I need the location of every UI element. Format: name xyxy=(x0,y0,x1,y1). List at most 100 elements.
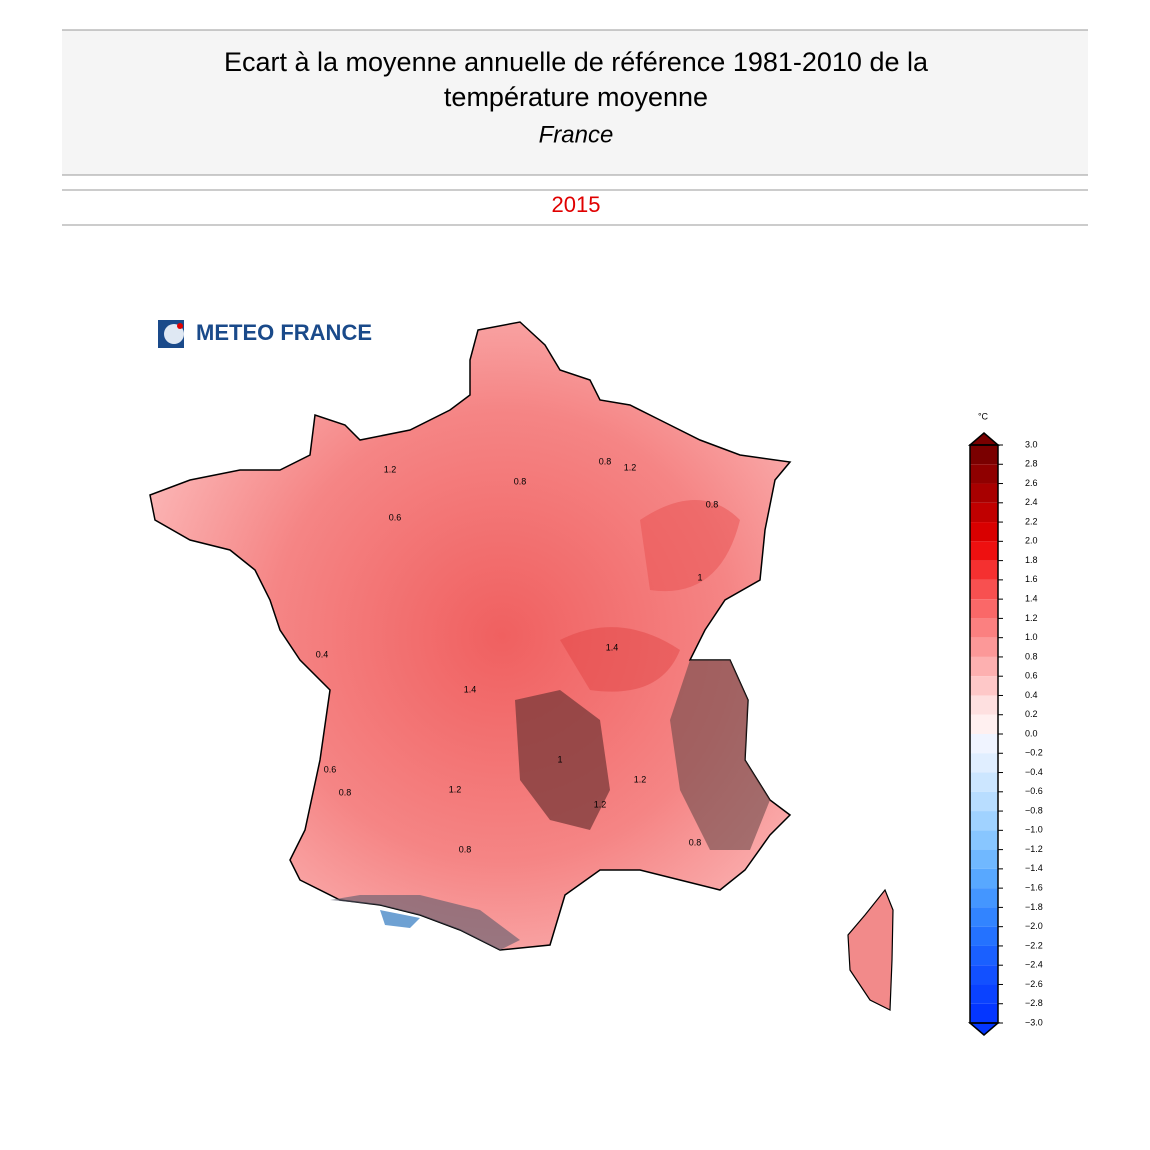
colorbar-segment xyxy=(970,753,998,773)
colorbar-tick-label: −0.4 xyxy=(1025,767,1043,777)
title: Ecart à la moyenne annuelle de référence… xyxy=(224,47,929,77)
colorbar-tick-label: 2.6 xyxy=(1025,478,1038,488)
colorbar-segment xyxy=(970,868,998,889)
colorbar-segment xyxy=(970,830,998,850)
contour-label: 0.6 xyxy=(389,512,402,522)
title: température moyenne xyxy=(444,82,708,112)
colorbar-unit: °C xyxy=(978,411,989,421)
colorbar-tick-label: −2.0 xyxy=(1025,921,1043,931)
colorbar-segment xyxy=(970,502,998,523)
colorbar-tick-label: 2.2 xyxy=(1025,516,1038,526)
france-mainland xyxy=(149,321,792,951)
colorbar-segment xyxy=(970,637,998,657)
colorbar-segment xyxy=(970,926,998,946)
colorbar-segment xyxy=(970,445,998,465)
warm-zone xyxy=(560,627,680,692)
colorbar-tick-label: −2.8 xyxy=(1025,998,1043,1008)
colorbar-segment xyxy=(970,599,998,619)
logo: METEO FRANCE xyxy=(158,320,372,348)
colorbar-segment xyxy=(970,541,998,561)
contour-label: 1.2 xyxy=(624,462,637,472)
colorbar-tick-label: −0.6 xyxy=(1025,786,1043,796)
colorbar-extend-bottom xyxy=(967,1022,1001,1036)
logo-icon xyxy=(164,324,184,344)
contour-label: 0.8 xyxy=(459,844,472,854)
year: 2015 xyxy=(552,192,601,217)
colorbar-tick-label: −2.2 xyxy=(1025,940,1043,950)
warm-zone xyxy=(640,500,740,592)
colorbar-segment xyxy=(970,579,998,600)
corsica xyxy=(847,888,894,1011)
colorbar-segment xyxy=(970,522,998,542)
colorbar-segment xyxy=(970,791,998,812)
relief-pyrenees xyxy=(330,895,520,950)
contour-label: 1.2 xyxy=(384,464,397,474)
contour-label: 1.4 xyxy=(606,642,619,652)
colorbar-tick-label: 0.2 xyxy=(1025,709,1038,719)
colorbar-tick-label: −2.4 xyxy=(1025,960,1043,970)
colorbar-tick-label: 2.8 xyxy=(1025,459,1038,469)
contour-label: 0.8 xyxy=(339,787,352,797)
contour-label: 0.8 xyxy=(689,837,702,847)
contour-label: 0.8 xyxy=(706,499,719,509)
colorbar-tick-label: 1.2 xyxy=(1025,613,1038,623)
colorbar-segment xyxy=(970,1003,998,1023)
contour-label: 1 xyxy=(697,572,702,582)
relief-alps xyxy=(670,660,770,850)
colorbar-tick-label: −0.8 xyxy=(1025,805,1043,815)
colorbar-tick-label: 2.0 xyxy=(1025,536,1038,546)
colorbar-segment xyxy=(970,772,998,792)
colorbar-tick-label: 3.0 xyxy=(1025,439,1038,449)
colorbar-segment xyxy=(970,483,998,503)
colorbar-segment xyxy=(970,984,998,1004)
colorbar: °C 3.0 2.8 2.6 2.4 2.2 2.0 1.8 1.6 1.4 1.2 1.0 0.8 0… xyxy=(967,411,1043,1036)
header-box xyxy=(62,30,1088,175)
colorbar-tick-label: −1.8 xyxy=(1025,902,1043,912)
map xyxy=(149,321,894,1011)
logo-text: METEO FRANCE xyxy=(196,320,372,345)
colorbar-tick-label: −1.6 xyxy=(1025,883,1043,893)
contour-label: 1.2 xyxy=(594,799,607,809)
subtitle: France xyxy=(539,121,614,148)
colorbar-tick-label: 1.6 xyxy=(1025,574,1038,584)
colorbar-tick-label: 1.4 xyxy=(1025,594,1038,604)
contour-label: 0.4 xyxy=(316,649,329,659)
colorbar-tick-label: −3.0 xyxy=(1025,1017,1043,1027)
logo-icon xyxy=(177,323,183,329)
colorbar-tick-label: −2.6 xyxy=(1025,979,1043,989)
contour-label: 1.2 xyxy=(634,774,647,784)
colorbar-tick-label: −1.4 xyxy=(1025,863,1043,873)
contour-label: 1.4 xyxy=(464,684,477,694)
colorbar-tick-label: 0.8 xyxy=(1025,651,1038,661)
relief-massif-central xyxy=(515,690,610,830)
colorbar-tick-label: −1.0 xyxy=(1025,825,1043,835)
colorbar-segment xyxy=(970,714,998,734)
colorbar-segment xyxy=(970,734,998,754)
colorbar-tick-label: 0.6 xyxy=(1025,671,1038,681)
colorbar-tick-label: 0.4 xyxy=(1025,690,1038,700)
colorbar-segment xyxy=(970,907,998,927)
contour-label: 1 xyxy=(557,754,562,764)
cold-zone xyxy=(380,910,420,928)
colorbar-segment xyxy=(970,464,998,484)
colorbar-segment xyxy=(970,945,998,966)
contour-label: 1.2 xyxy=(449,784,462,794)
colorbar-tick-label: 2.4 xyxy=(1025,497,1038,507)
colorbar-segment xyxy=(970,560,998,580)
colorbar-segment xyxy=(970,618,998,638)
contour-label: 0.8 xyxy=(599,456,612,466)
colorbar-segment xyxy=(970,656,998,677)
colorbar-tick-label: −0.2 xyxy=(1025,748,1043,758)
colorbar-tick-label: 0.0 xyxy=(1025,728,1038,738)
colorbar-segment xyxy=(970,676,998,696)
contour-labels: 1.2 0.8 0.6 1 1.2 0.8 1.4 0.8 1.2 1 0.8 1.2 0.6 0.8 1.… xyxy=(316,456,719,854)
colorbar-segment xyxy=(970,849,998,869)
colorbar-tick-label: 1.8 xyxy=(1025,555,1038,565)
colorbar-segment xyxy=(970,695,998,715)
colorbar-tick-label: 1.0 xyxy=(1025,632,1038,642)
colorbar-segment xyxy=(970,965,998,985)
contour-label: 0.6 xyxy=(324,764,337,774)
colorbar-segment xyxy=(970,811,998,831)
